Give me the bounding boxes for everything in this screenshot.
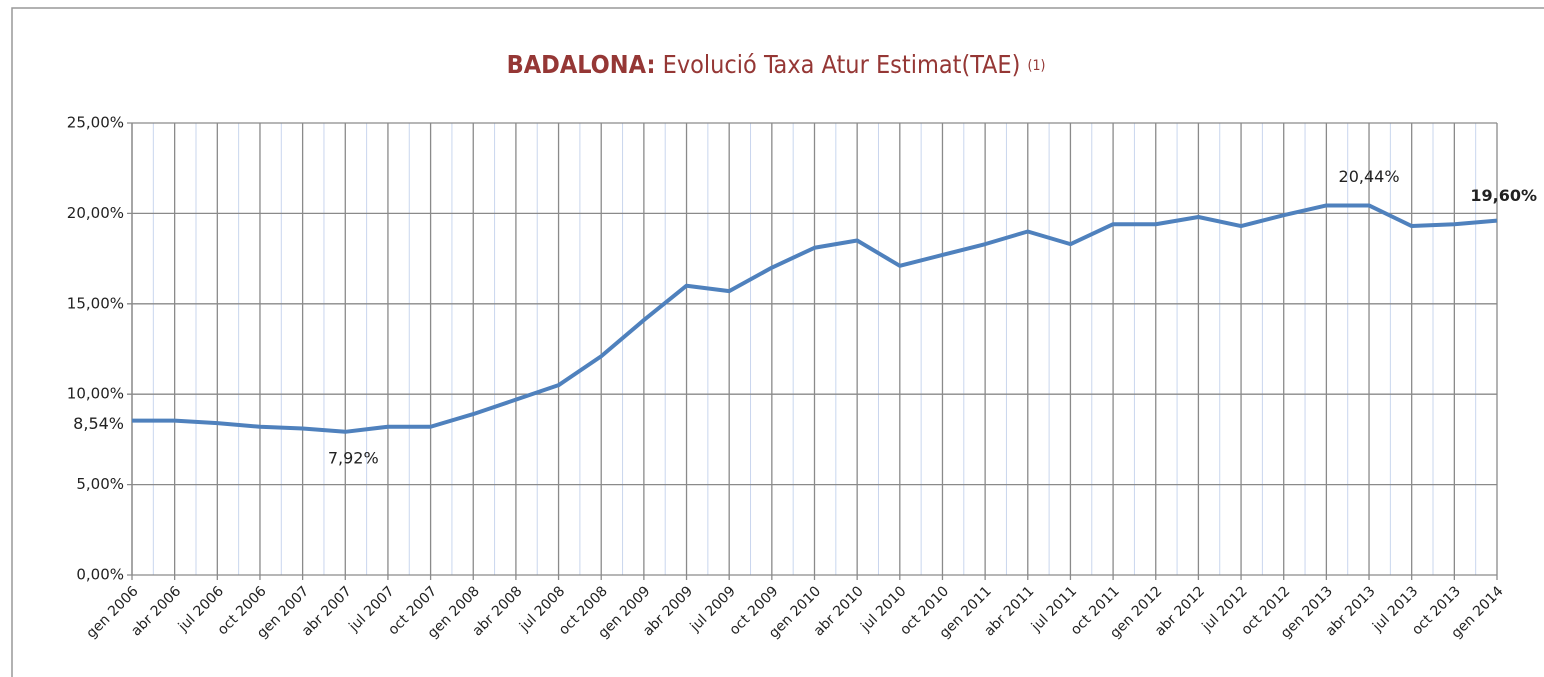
y-tick-label: 15,00% bbox=[67, 294, 124, 312]
title-bold: BADALONA: bbox=[507, 50, 656, 79]
line-series bbox=[132, 203, 1498, 434]
chart-frame bbox=[11, 7, 1544, 677]
y-tick-label: 25,00% bbox=[67, 114, 124, 132]
y-tick-label: 20,00% bbox=[67, 204, 124, 222]
title-note: (1) bbox=[1028, 58, 1046, 74]
data-label: 7,92% bbox=[328, 448, 379, 467]
y-tick-label: 5,00% bbox=[76, 475, 124, 493]
y-tick-label: 0,00% bbox=[76, 566, 124, 584]
data-label: 19,60% bbox=[1470, 186, 1537, 205]
y-tick-label: 10,00% bbox=[67, 385, 124, 403]
data-label: 8,54% bbox=[73, 414, 124, 433]
chart-title: BADALONA: Evolució Taxa Atur Estimat(TAE… bbox=[507, 50, 1046, 79]
title-text: Evolució Taxa Atur Estimat(TAE) bbox=[663, 50, 1021, 79]
data-label: 20,44% bbox=[1339, 167, 1400, 186]
